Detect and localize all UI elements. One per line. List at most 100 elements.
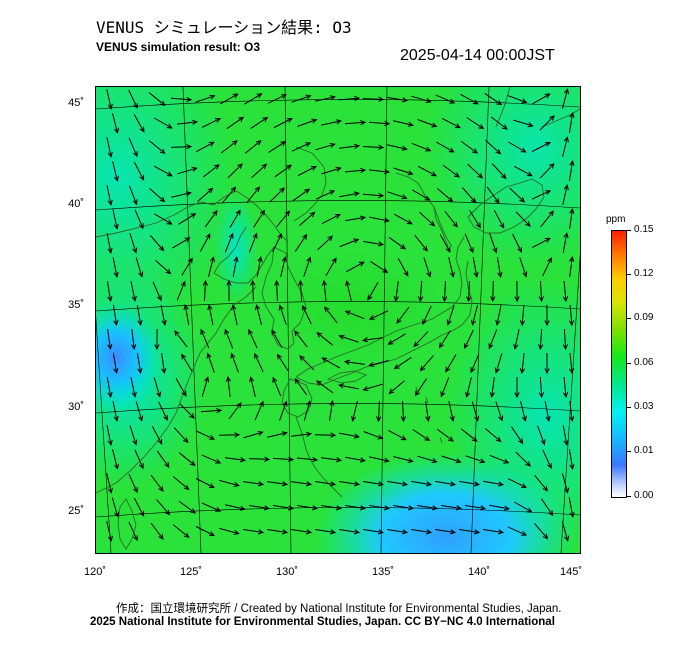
copyright-line: 2025 National Institute for Environmenta… <box>90 616 555 628</box>
field-green-center <box>266 247 446 367</box>
wind-arrow <box>345 261 365 273</box>
wind-arrow <box>442 164 461 178</box>
wind-arrow <box>222 186 237 204</box>
wind-arrow <box>244 139 262 154</box>
lon-label-130: 130˚ <box>275 566 299 578</box>
wind-arrow <box>387 429 407 441</box>
wind-arrow <box>224 328 234 349</box>
wind-arrow <box>225 375 232 397</box>
wind-arrow <box>464 329 474 350</box>
wind-arrow <box>417 455 438 464</box>
wind-arrow <box>519 257 528 278</box>
wind-arrow <box>362 144 385 150</box>
wind-arrow <box>419 355 434 372</box>
wind-arrow <box>267 431 288 438</box>
longitude-line <box>182 87 202 553</box>
wind-arrow <box>465 377 472 398</box>
wind-arrow <box>466 280 472 303</box>
wind-arrow <box>130 281 137 302</box>
wind-arrow <box>466 117 485 130</box>
wind-arrow <box>368 360 389 367</box>
wind-arrow <box>303 256 312 277</box>
wind-arrow <box>128 473 138 494</box>
wind-arrow <box>150 474 164 492</box>
wind-arrow <box>106 281 113 303</box>
coast-primorye <box>395 172 449 248</box>
wind-arrow <box>568 497 575 518</box>
wind-arrow <box>531 190 552 200</box>
lon-label-140: 140˚ <box>467 566 491 578</box>
wind-arrow <box>362 96 385 102</box>
wind-arrow <box>351 401 358 422</box>
wind-arrow <box>436 428 454 442</box>
wind-arrow <box>537 425 546 446</box>
wind-arrow <box>490 116 508 130</box>
wind-arrow <box>131 329 137 351</box>
wind-arrow <box>297 118 318 127</box>
wind-arrow <box>195 526 216 537</box>
wind-arrow <box>411 529 433 535</box>
wind-arrow <box>204 209 218 228</box>
wind-arrow <box>369 456 390 463</box>
latitude-line <box>96 200 580 211</box>
wind-arrow <box>495 305 502 326</box>
wind-arrow <box>339 432 360 439</box>
wind-arrow <box>315 142 336 151</box>
wind-arrow <box>178 500 197 514</box>
wind-arrow <box>321 119 342 126</box>
latitude-line <box>96 403 580 414</box>
wind-arrow <box>153 165 173 177</box>
wind-arrow <box>419 211 436 227</box>
wind-arrow <box>460 428 478 442</box>
wind-arrow <box>272 456 295 462</box>
wind-arrow <box>291 94 312 103</box>
wind-arrow <box>514 377 520 399</box>
wind-arrow <box>465 505 487 511</box>
title-japanese: VENUS シミュレーション結果: O3 <box>96 18 352 37</box>
wind-arrow <box>272 232 282 253</box>
wind-arrow <box>393 281 399 303</box>
wind-arrow <box>195 478 215 489</box>
wind-arrow <box>315 95 336 102</box>
wind-arrow <box>460 140 479 154</box>
wind-arrow <box>542 256 552 277</box>
wind-arrow <box>490 280 496 303</box>
wind-arrow <box>280 256 287 277</box>
wind-arrow <box>520 401 527 422</box>
wind-arrow <box>368 120 391 127</box>
wind-arrow <box>393 456 414 463</box>
wind-arrow <box>387 144 408 151</box>
wind-arrow <box>112 209 119 230</box>
wind-arrow <box>133 114 145 133</box>
wind-arrow <box>200 328 210 349</box>
wind-arrow <box>531 141 551 152</box>
wind-arrow <box>272 376 282 397</box>
wind-arrow <box>376 400 382 423</box>
wind-arrow <box>106 473 113 494</box>
wind-arrow <box>411 95 432 104</box>
wind-arrow <box>267 481 289 487</box>
wind-arrow <box>496 257 503 279</box>
wind-arrow <box>292 188 311 202</box>
wind-arrow <box>294 377 308 396</box>
wind-arrow <box>219 527 240 535</box>
wind-arrow <box>544 401 551 422</box>
wind-arrow <box>268 140 287 153</box>
colorbar-tickmark <box>626 363 631 364</box>
wind-arrow <box>538 376 545 399</box>
wind-arrow <box>544 304 550 327</box>
wind-arrow <box>303 400 312 421</box>
wind-arrow <box>569 255 575 277</box>
wind-arrow <box>507 526 528 536</box>
wind-arrow <box>253 209 266 228</box>
wind-arrow <box>315 481 337 487</box>
wind-arrow <box>314 432 337 438</box>
wind-arrow <box>112 401 119 422</box>
wind-arrow <box>226 279 232 302</box>
wind-arrow <box>538 280 544 303</box>
wind-arrow <box>201 376 210 397</box>
wind-arrow <box>249 505 271 511</box>
wind-arrow <box>273 505 295 511</box>
wind-arrow <box>156 450 170 469</box>
wind-arrow <box>172 237 191 249</box>
